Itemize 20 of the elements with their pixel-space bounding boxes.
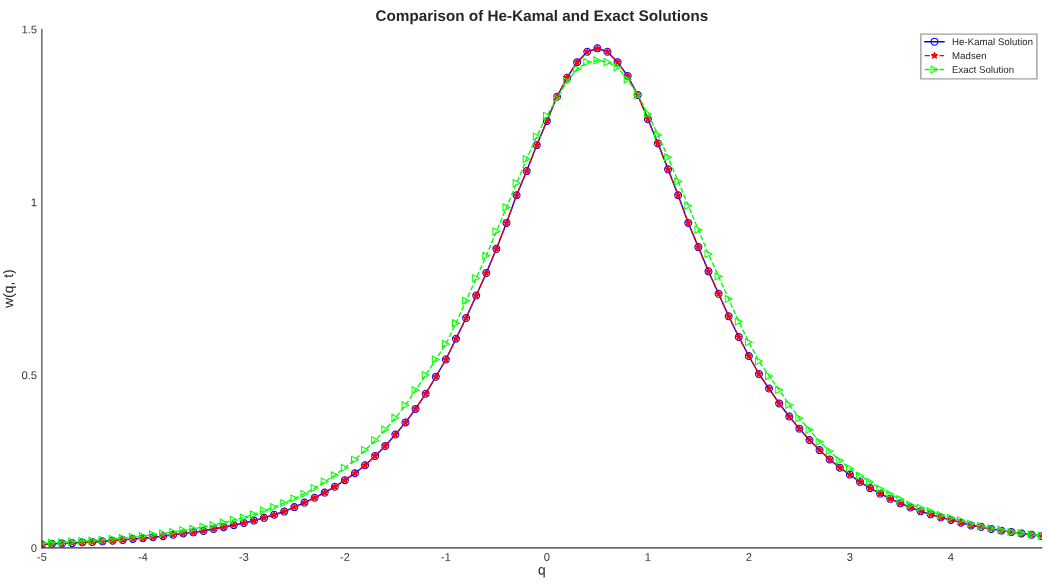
x-tick-label: -5 xyxy=(37,553,47,561)
y-tick-label: 0 xyxy=(31,544,37,553)
y-axis-title: w(q, t) xyxy=(3,270,17,308)
legend-label: He-Kamal Solution xyxy=(952,38,1033,46)
x-tick-label: -4 xyxy=(138,553,148,561)
x-tick-label: -3 xyxy=(239,553,249,561)
y-tick-label: 0.5 xyxy=(22,371,37,380)
x-tick-label: 1 xyxy=(645,553,651,561)
legend-label: Madsen xyxy=(952,51,986,60)
legend-label: Exact Solution xyxy=(952,65,1014,74)
x-tick-label: -1 xyxy=(441,553,451,561)
x-tick-label: 4 xyxy=(948,553,954,561)
x-tick-label: -2 xyxy=(340,553,350,561)
chart-title: Comparison of He-Kamal and Exact Solutions xyxy=(376,9,708,25)
x-axis-title: q xyxy=(538,567,545,578)
y-tick-label: 1.5 xyxy=(22,25,37,34)
x-tick-label: 2 xyxy=(746,553,752,561)
x-tick-label: 0 xyxy=(544,553,550,561)
x-tick-label: 3 xyxy=(847,553,853,561)
y-tick-label: 1 xyxy=(31,198,37,207)
